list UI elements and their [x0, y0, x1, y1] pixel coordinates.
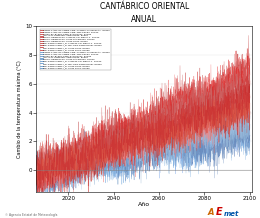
Text: © Agencia Estatal de Meteorología: © Agencia Estatal de Meteorología	[5, 213, 57, 217]
Text: A: A	[208, 208, 214, 217]
X-axis label: Año: Año	[138, 202, 150, 207]
Legend: CNRM-CAMS-GS-CNRM-CM6: Cl.Mean-CCl.Mean+1° RCPen, CNRM-CAMS-GS-CNRM-CM6: SM44-RC: CNRM-CAMS-GS-CNRM-CM6: Cl.Mean-CCl.Mean+…	[40, 29, 111, 70]
Text: E: E	[216, 207, 222, 217]
Y-axis label: Cambio de la temperatura máxima (°C): Cambio de la temperatura máxima (°C)	[17, 60, 22, 158]
Text: met: met	[224, 211, 239, 217]
Title: CANTÁBRICO ORIENTAL
ANUAL: CANTÁBRICO ORIENTAL ANUAL	[100, 2, 189, 24]
